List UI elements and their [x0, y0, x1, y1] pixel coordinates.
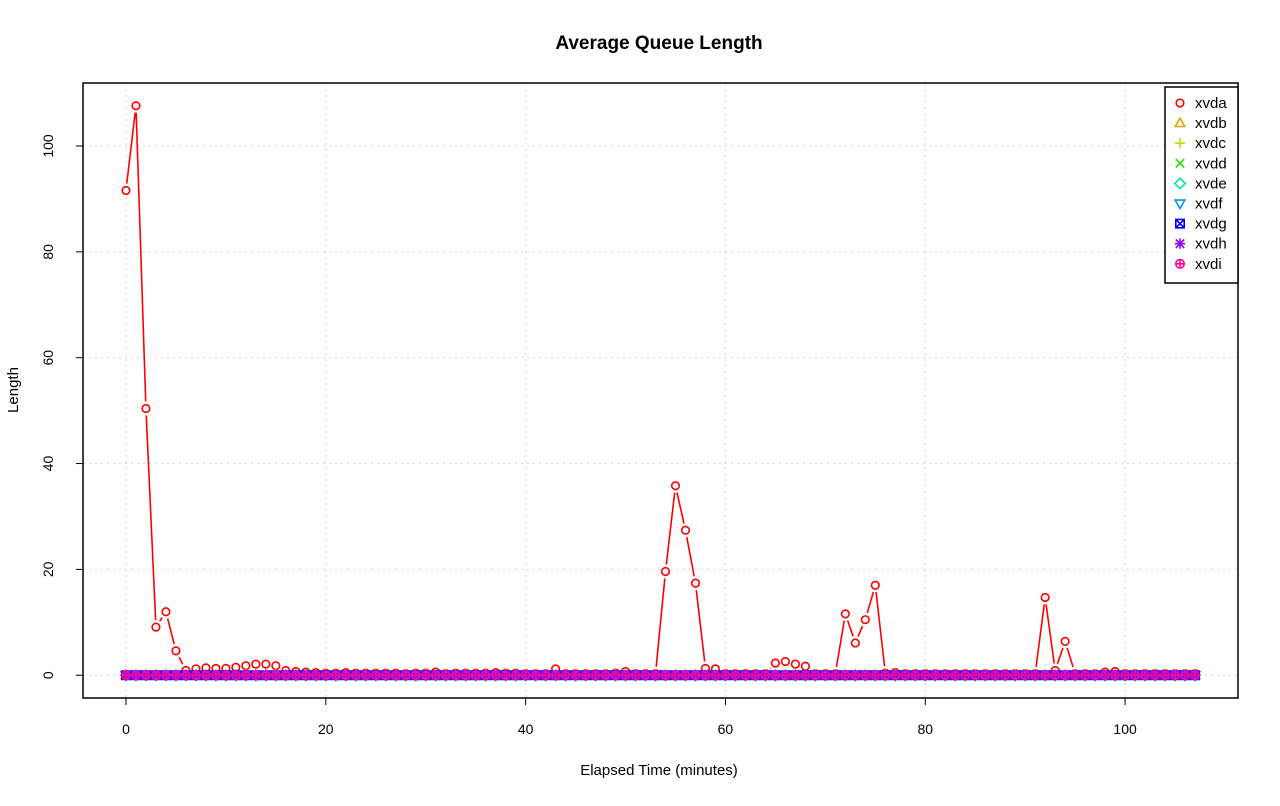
series-line-segment [1046, 604, 1054, 663]
data-point-xvda [662, 568, 670, 576]
data-point-xvda [132, 102, 140, 110]
data-point-xvda [872, 581, 880, 589]
data-point-xvda [852, 639, 860, 647]
y-tick-label: 0 [40, 671, 56, 679]
y-tick-label: 40 [40, 456, 56, 472]
y-tick-label: 80 [40, 244, 56, 260]
legend-marker-xvda [1176, 99, 1184, 107]
series-line-segment [858, 626, 862, 636]
data-point-xvda [692, 579, 700, 587]
x-tick-label: 100 [1113, 721, 1137, 737]
legend-label-xvdg: xvdg [1195, 216, 1227, 233]
legend-label-xvdf: xvdf [1195, 196, 1223, 213]
data-point-xvda [152, 623, 160, 631]
legend-marker-xvdh [1175, 239, 1185, 249]
series-line-segment [1067, 648, 1073, 667]
data-point-xvda [772, 659, 780, 667]
x-tick-label: 20 [318, 721, 334, 737]
data-point-xvda [122, 187, 130, 195]
data-point-xvda [782, 658, 790, 666]
series-line-segment [867, 592, 873, 613]
y-tick-label: 20 [40, 561, 56, 577]
data-point-xvda [842, 610, 850, 618]
data-point-xvda [1061, 638, 1069, 646]
series-line-segment [168, 619, 175, 645]
y-tick-label: 60 [40, 350, 56, 366]
data-point-xvda [682, 526, 690, 534]
x-tick-label: 40 [518, 721, 534, 737]
series-line-segment [837, 621, 845, 667]
legend-label-xvdh: xvdh [1195, 236, 1227, 253]
series-line-segment [146, 415, 155, 620]
series-line-segment [666, 493, 674, 565]
x-tick-label: 80 [917, 721, 933, 737]
data-point-xvda [862, 616, 870, 624]
y-axis-label: Length [5, 367, 22, 413]
data-point-xvda [172, 647, 180, 655]
series-line-segment [1057, 648, 1062, 664]
plot-border [83, 83, 1238, 698]
legend-label-xvdi: xvdi [1195, 256, 1222, 273]
legend-label-xvde: xvde [1195, 175, 1227, 192]
data-point-xvda [672, 482, 680, 490]
series-line-segment [160, 618, 162, 622]
series-line-segment [1036, 604, 1044, 666]
legend-label-xvdb: xvdb [1195, 115, 1227, 132]
data-point-xvda [162, 608, 170, 616]
series-line-segment [127, 113, 135, 184]
series-line-segment [696, 590, 704, 661]
data-point-xvda [262, 660, 270, 668]
x-tick-label: 0 [122, 721, 130, 737]
series-line-segment [876, 592, 884, 666]
data-point-xvda [252, 660, 260, 668]
data-point-xvda [142, 405, 150, 413]
series-line-segment [136, 113, 146, 402]
series-xvda [122, 102, 1199, 677]
series-line-segment [848, 620, 853, 636]
data-point-xvda [242, 662, 250, 670]
series-line-segment [687, 537, 694, 576]
data-point-xvda [792, 660, 800, 668]
legend: xvda xvdb xvdc xvdd xvde xvdf xvdg xvdh xvdi [1165, 87, 1238, 283]
series-line-segment [677, 493, 684, 524]
series-line-segment [179, 657, 183, 664]
chart-title: Average Queue Length [555, 33, 762, 54]
data-point-xvda [1041, 594, 1049, 602]
legend-label-xvdd: xvdd [1195, 155, 1227, 172]
series-layer [121, 102, 1200, 680]
x-axis-label: Elapsed Time (minutes) [580, 762, 738, 779]
axes: 0 20 40 60 80 100 0 20 40 60 80 100 [40, 83, 1238, 737]
legend-label-xvda: xvda [1195, 95, 1227, 112]
grid [83, 83, 1238, 698]
legend-label-xvdc: xvdc [1195, 135, 1226, 152]
y-tick-label: 100 [40, 134, 56, 158]
x-tick-label: 60 [718, 721, 734, 737]
data-point-xvda [272, 662, 280, 670]
series-line-segment [656, 578, 665, 666]
